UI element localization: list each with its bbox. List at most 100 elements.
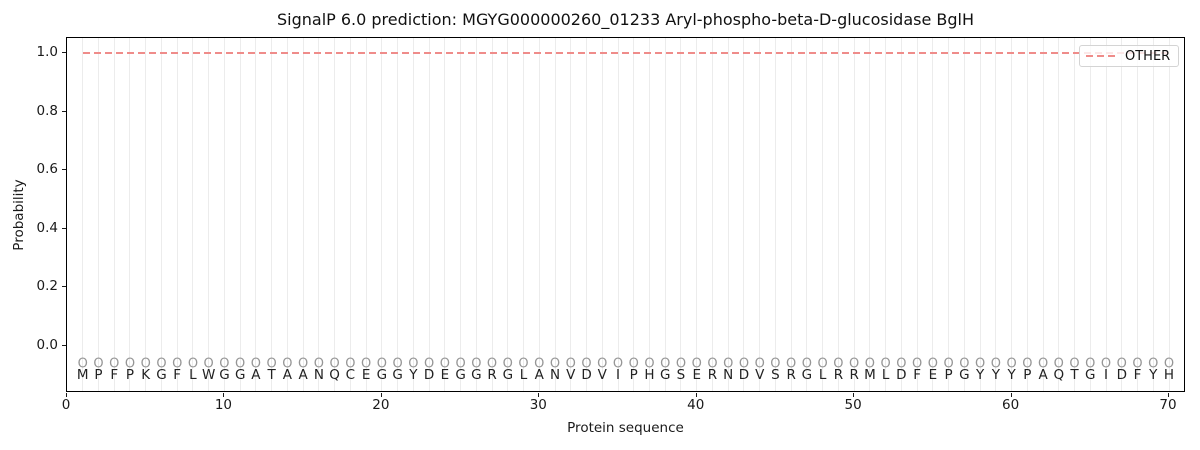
plot-gridline: [1074, 38, 1076, 391]
x-axis-tick-label: 30: [529, 397, 547, 413]
plot-gridline: [680, 38, 682, 391]
sequence-letter: G: [659, 367, 671, 384]
plot-gridline: [113, 38, 115, 391]
residue-marker: O: [833, 356, 844, 372]
plot-gridline: [711, 38, 713, 391]
plot-gridline: [475, 38, 477, 391]
y-axis-tick: [62, 169, 66, 171]
plot-gridline: [365, 38, 367, 391]
plot-gridline: [271, 38, 273, 391]
residue-marker: O: [124, 356, 136, 372]
plot-gridline: [286, 38, 288, 391]
residue-marker: O: [801, 356, 813, 372]
residue-marker: O: [518, 356, 529, 372]
x-axis-tick-label: 20: [372, 397, 390, 413]
residue-marker: O: [77, 356, 88, 372]
plot-gridline: [586, 38, 588, 391]
residue-marker: O: [250, 356, 262, 372]
sequence-letter: E: [361, 367, 371, 384]
residue-marker: O: [439, 356, 450, 372]
residue-marker: O: [1116, 356, 1127, 372]
sequence-letter: G: [234, 367, 246, 384]
plot-gridline: [334, 38, 336, 391]
residue-marker: O: [707, 356, 718, 372]
y-axis-tick: [62, 52, 66, 53]
residue-marker: O: [1163, 356, 1175, 372]
residue-marker: O: [1100, 356, 1112, 372]
residue-marker: O: [313, 356, 324, 372]
x-axis-tick: [1168, 393, 1169, 397]
plot-gridline: [444, 38, 446, 391]
residue-marker: O: [360, 356, 372, 372]
plot-gridline: [82, 38, 84, 391]
other-prediction-line: [82, 52, 1169, 54]
residue-marker: O: [140, 356, 151, 372]
residue-marker: O: [565, 356, 576, 372]
y-axis-tick: [62, 110, 66, 112]
y-axis-tick: [62, 227, 66, 229]
residue-marker: O: [534, 356, 545, 372]
plot-gridline: [1011, 38, 1013, 391]
plot-gridline: [633, 38, 635, 391]
residue-marker: O: [691, 356, 702, 372]
plot-gridline: [129, 38, 131, 391]
plot-gridline: [239, 38, 241, 391]
sequence-letter: L: [818, 367, 827, 384]
plot-gridline: [806, 38, 808, 391]
x-axis-tick: [66, 393, 67, 397]
residue-marker: O: [345, 356, 356, 372]
sequence-letter: T: [1070, 367, 1079, 384]
sequence-letter: Q: [1053, 367, 1065, 384]
plot-gridline: [853, 38, 855, 391]
residue-marker: O: [549, 356, 561, 372]
y-axis-label: Probability: [11, 179, 27, 251]
residue-marker: O: [502, 356, 513, 372]
plot-gridline: [460, 38, 462, 391]
plot-gridline: [1089, 38, 1091, 391]
sequence-letter: N: [723, 367, 734, 384]
residue-marker: O: [880, 356, 891, 372]
sequence-letter: G: [801, 367, 813, 384]
x-axis-tick: [853, 393, 855, 397]
residue-marker: O: [911, 356, 923, 372]
residue-marker: O: [817, 356, 828, 372]
y-axis-tick-label: 0.2: [36, 278, 58, 295]
sequence-letter: Y: [409, 367, 418, 384]
sequence-letter: Y: [975, 367, 985, 384]
x-axis-tick-label: 0: [61, 397, 71, 413]
residue-marker: O: [723, 356, 734, 372]
plot-gridline: [428, 38, 430, 391]
sequence-letter: A: [1038, 367, 1048, 384]
sequence-letter: K: [141, 367, 151, 384]
x-axis-tick: [695, 393, 697, 397]
x-axis-tick-label: 50: [844, 397, 862, 413]
sequence-letter: D: [896, 367, 907, 384]
sequence-letter: M: [76, 367, 89, 384]
residue-marker: O: [235, 356, 246, 372]
x-axis-tick-label: 70: [1159, 397, 1177, 413]
plot-gridline: [1168, 38, 1170, 391]
sequence-letter: R: [849, 367, 859, 384]
sequence-letter: N: [549, 367, 561, 384]
sequence-letter: V: [597, 367, 607, 384]
residue-marker: O: [1022, 356, 1033, 372]
plot-gridline: [554, 38, 556, 391]
sequence-letter: R: [833, 367, 844, 384]
x-axis-tick-label: 10: [214, 397, 233, 413]
residue-marker: O: [597, 356, 608, 372]
plot-gridline: [192, 38, 194, 391]
sequence-letter: G: [392, 367, 403, 384]
plot-gridline: [617, 38, 619, 391]
residue-marker: O: [770, 356, 781, 372]
y-axis-tick-label: 0.0: [36, 337, 58, 353]
legend: OTHER: [1079, 45, 1179, 67]
residue-marker: O: [990, 356, 1001, 372]
sequence-letter: V: [566, 367, 576, 384]
residue-marker: O: [581, 356, 592, 372]
sequence-letter: L: [881, 367, 890, 384]
residue-marker: O: [612, 356, 624, 372]
x-axis-tick: [223, 393, 225, 397]
plot-gridline: [176, 38, 178, 391]
residue-marker: O: [408, 356, 419, 372]
residue-marker: O: [849, 356, 860, 372]
